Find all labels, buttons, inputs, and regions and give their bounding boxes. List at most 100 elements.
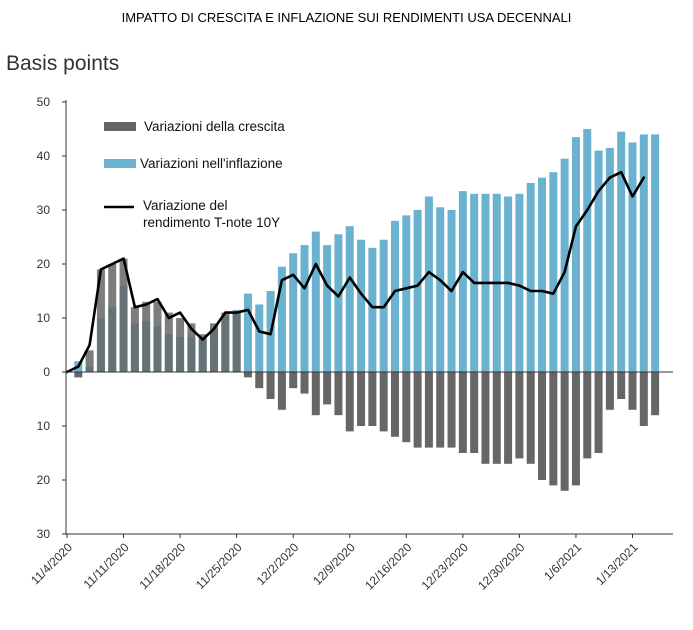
growth-bar (266, 372, 275, 399)
growth-bar (594, 372, 603, 453)
inflation-bar (639, 134, 648, 372)
growth-bar (402, 372, 411, 443)
y-tick-label: 20 (37, 257, 51, 271)
legend-label-inflation: Variazioni nell'inflazione (140, 156, 283, 171)
growth-bar (492, 372, 501, 464)
growth-bar (289, 372, 298, 389)
x-tick-label: 11/4/2020 (28, 540, 75, 587)
y-tick-label: 10 (37, 419, 51, 433)
growth-bar (379, 372, 388, 432)
growth-bar (515, 372, 524, 459)
chart-title: IMPATTO DI CRESCITA E INFLAZIONE SUI REN… (121, 10, 572, 25)
inflation-bar (458, 191, 467, 372)
inflation-bar (289, 253, 298, 372)
units-label: Basis points (6, 52, 120, 75)
growth-bar (108, 264, 117, 372)
growth-bar (436, 372, 445, 448)
growth-bar (628, 372, 637, 410)
y-tick-label: 30 (37, 203, 51, 217)
growth-bar (243, 372, 252, 378)
inflation-bar (583, 129, 592, 372)
growth-bar (447, 372, 456, 448)
inflation-bar (300, 245, 309, 372)
inflation-bar (594, 150, 603, 372)
growth-bar (74, 372, 83, 378)
growth-bar (481, 372, 490, 464)
growth-bar (458, 372, 467, 453)
growth-bar (571, 372, 580, 486)
growth-bar (164, 312, 173, 372)
y-tick-label: 20 (37, 473, 51, 487)
growth-bar (323, 372, 332, 405)
growth-bar (470, 372, 479, 453)
y-tick-label: 30 (37, 527, 51, 541)
y-tick-label: 40 (37, 149, 51, 163)
x-tick-label: 12/2/2020 (254, 540, 302, 588)
y-tick-label: 50 (37, 95, 51, 109)
growth-bar (85, 350, 94, 372)
growth-bar (311, 372, 320, 416)
growth-bar (413, 372, 422, 448)
yield-line (65, 170, 646, 374)
inflation-bar (402, 215, 411, 372)
inflation-bar (357, 239, 366, 372)
growth-bar (210, 323, 219, 372)
inflation-bar (323, 245, 332, 372)
legend-label-growth: Variazioni della crescita (144, 119, 285, 134)
x-tick-label: 11/25/2020 (193, 540, 245, 592)
inflation-bar (424, 196, 433, 372)
inflation-bar (368, 247, 377, 372)
inflation-bar (390, 220, 399, 372)
inflation-bar (560, 158, 569, 372)
growth-bar (176, 318, 185, 372)
x-tick-label: 11/18/2020 (136, 540, 188, 592)
growth-bar (617, 372, 626, 399)
bar-layer (74, 129, 660, 491)
growth-bar (277, 372, 286, 410)
growth-bar (651, 372, 660, 416)
growth-bar (526, 372, 535, 464)
legend-swatch-inflation (104, 159, 136, 168)
legend: Variazioni della crescita Variazioni nell… (104, 119, 285, 230)
inflation-bar (617, 131, 626, 372)
growth-bar (232, 312, 241, 372)
x-tick-label: 12/30/2020 (475, 540, 528, 593)
x-tick-label: 12/16/2020 (362, 540, 415, 593)
inflation-bar (243, 293, 252, 372)
legend-label-yield: Variazione del rendimento T-note 10Y (143, 198, 280, 230)
growth-bar (639, 372, 648, 426)
growth-bar (504, 372, 513, 464)
growth-bar (334, 372, 343, 416)
growth-bar (605, 372, 614, 410)
x-tick-label: 12/23/2020 (419, 540, 472, 593)
growth-bar (583, 372, 592, 459)
growth-bar (390, 372, 399, 437)
growth-bar (153, 301, 162, 372)
growth-bar (345, 372, 354, 432)
growth-bar (300, 372, 309, 394)
x-tick-label: 1/13/2021 (593, 540, 641, 588)
inflation-bar (436, 207, 445, 372)
inflation-bar (571, 137, 580, 372)
inflation-bar (311, 231, 320, 372)
growth-bar (96, 269, 105, 372)
growth-bar (221, 312, 230, 372)
growth-bar (560, 372, 569, 491)
inflation-bar (538, 177, 547, 372)
growth-bar (549, 372, 558, 486)
growth-bar (119, 258, 128, 372)
growth-bar (198, 334, 207, 372)
growth-bar (424, 372, 433, 448)
x-tick-label: 1/6/2021 (541, 540, 584, 583)
inflation-bar (605, 147, 614, 372)
yield-line-layer (65, 170, 646, 374)
inflation-bar (515, 193, 524, 372)
inflation-bar (334, 234, 343, 372)
inflation-bar (413, 210, 422, 372)
growth-bar (187, 323, 196, 372)
inflation-bar (628, 142, 637, 372)
inflation-bar (277, 266, 286, 372)
legend-swatch-growth (104, 122, 136, 131)
growth-bar (255, 372, 264, 389)
